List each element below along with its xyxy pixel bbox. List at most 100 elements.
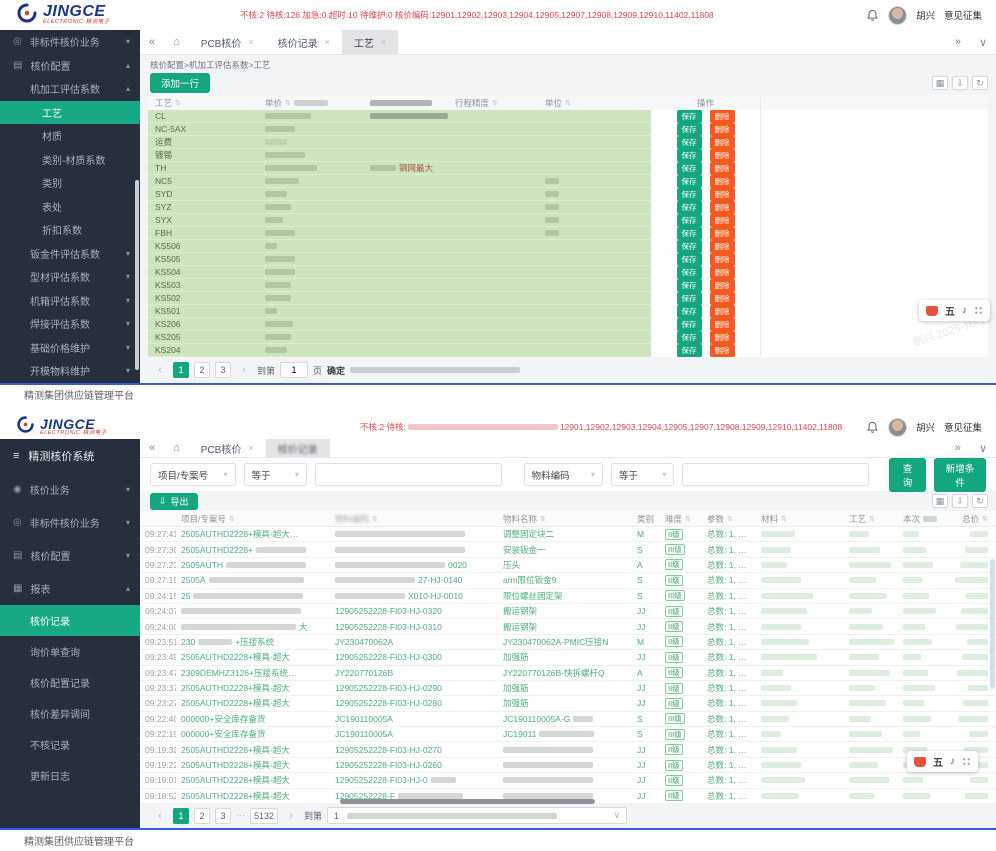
cell-link[interactable]: 2505AUTH <box>181 559 224 570</box>
refresh-icon[interactable]: ↻ <box>972 76 988 90</box>
delete-button[interactable]: 删除 <box>709 175 735 188</box>
cell-link[interactable]: 12905252228-FI03-HJ-0290 <box>335 683 442 694</box>
expand-tabs-icon[interactable]: » <box>954 35 961 48</box>
save-button[interactable]: 保存 <box>676 331 702 344</box>
cell-link[interactable]: 2505AUTHD2228+模具-超大 <box>181 652 290 663</box>
save-button[interactable]: 保存 <box>676 162 702 175</box>
delete-button[interactable]: 删除 <box>709 162 735 175</box>
table-row[interactable]: 09:23:49 2505AUTHD2228+模具-超大 12905252228-F… <box>140 650 996 666</box>
prev-page-icon[interactable]: ‹ <box>158 364 162 376</box>
table-row[interactable]: KS503 保存 删除 <box>148 279 988 292</box>
sidebar-scrollbar[interactable] <box>135 180 139 370</box>
delete-button[interactable]: 删除 <box>709 331 735 344</box>
cell-link[interactable]: JC190110005A <box>335 713 393 724</box>
cell-link[interactable]: 000000+安全库存备货 <box>181 713 266 724</box>
filter-operator-select[interactable]: 等于 ▾ <box>610 463 675 486</box>
filter-value-input[interactable] <box>314 463 502 486</box>
table-row[interactable]: 镀锡 保存 删除 <box>148 149 988 162</box>
sort-icon[interactable]: ⇅ <box>982 515 988 523</box>
table-row[interactable]: 09:23:51 230 +压接系统 JY230470062A JY230470062A… <box>140 635 996 651</box>
cell-link[interactable]: 230 <box>181 636 196 647</box>
cell-link[interactable]: 2309DEMHZ3126+压接系统… <box>181 667 297 678</box>
table-row[interactable]: NC-5AX 保存 删除 <box>148 123 988 136</box>
cell-link[interactable]: JY220770126B <box>335 667 394 678</box>
sidebar-item[interactable]: ▤ 核价配置 ▴ <box>0 54 140 78</box>
sort-icon[interactable]: ⇅ <box>685 515 691 523</box>
confirm-page-button[interactable]: 确定 <box>327 365 346 376</box>
save-button[interactable]: 保存 <box>676 227 702 240</box>
cell-link[interactable]: JC19011 <box>503 729 537 740</box>
sort-icon[interactable]: ⇅ <box>175 99 181 107</box>
user-avatar[interactable] <box>887 417 907 437</box>
notification-bell-icon[interactable] <box>866 421 879 434</box>
cell-link[interactable]: 加强筋 <box>503 652 529 663</box>
more-tools-icon[interactable] <box>962 757 971 766</box>
sidebar-item[interactable]: 型材评估系数 ▾ <box>0 265 140 289</box>
save-button[interactable]: 保存 <box>676 240 702 253</box>
table-row[interactable]: 09:24:00 大 12905252228-FI03-HJ-0310 搬运钢架 JJ I… <box>140 619 996 635</box>
delete-button[interactable]: 删除 <box>709 253 735 266</box>
delete-button[interactable]: 删除 <box>709 110 735 123</box>
tab-pricing-records[interactable]: 核价记录 <box>265 439 330 457</box>
delete-button[interactable]: 删除 <box>709 214 735 227</box>
tab-pcb-pricing[interactable]: PCB核价 × <box>200 443 254 456</box>
table-row[interactable]: TH 钢网最大 保存 删除 <box>148 162 988 175</box>
cell-link[interactable]: 2505AUTHD2228+模具-超大 <box>181 698 290 709</box>
table-row[interactable]: 09:24:07 12905252228-FI03-HJ-0320 搬运钢架 JJ II… <box>140 604 996 620</box>
sidebar-item[interactable]: 核价差异调间 <box>0 698 140 729</box>
table-row[interactable]: 09:27:41 2505AUTHD2228+模具-超大… 调整固定块二 M II级 总数… <box>140 527 996 543</box>
delete-button[interactable]: 删除 <box>709 201 735 214</box>
cell-link[interactable]: 安装钣金一 <box>503 544 546 555</box>
home-icon[interactable]: ⌂ <box>173 442 180 454</box>
cell-link[interactable]: 加强筋 <box>503 698 529 709</box>
user-name[interactable]: 胡兴 <box>915 11 935 22</box>
sidebar-item[interactable]: 不核记录 <box>0 729 140 760</box>
sidebar-item[interactable]: ◎ 非标件核价业务 ▾ <box>0 506 140 539</box>
tab-menu-icon[interactable]: ∨ <box>978 442 987 455</box>
sidebar-item[interactable]: 类别-材质系数 <box>0 148 140 172</box>
page-button[interactable]: 3 <box>215 362 231 378</box>
delete-button[interactable]: 删除 <box>709 292 735 305</box>
cell-link[interactable]: JY230470062A-PMIC压接N <box>503 636 609 647</box>
cell-link[interactable]: 2505AUTHD2228+模具-超大 <box>181 775 290 786</box>
table-row[interactable]: 09:27:30 2505AUTHD2228+ 安装钣金一 S III级 总数: 1, … <box>140 542 996 558</box>
save-button[interactable]: 保存 <box>676 201 702 214</box>
cell-link[interactable]: 搬运钢架 <box>503 606 538 617</box>
sidebar-item[interactable]: 焊接评估系数 ▾ <box>0 312 140 336</box>
table-row[interactable]: 09:19:32 2505AUTHD2228+模具-超大 12905252228-F… <box>140 742 996 758</box>
table-row[interactable]: KS505 保存 删除 <box>148 253 988 266</box>
audio-icon[interactable]: ♪ <box>950 756 955 767</box>
sort-icon[interactable]: ⇅ <box>372 515 378 523</box>
sidebar-item[interactable]: 开模物料维护 ▾ <box>0 359 140 383</box>
cell-link[interactable]: 限位螺丝固定架 <box>503 590 563 601</box>
sort-icon[interactable]: ⇅ <box>727 515 733 523</box>
cell-link[interactable]: 2505AUTHD2228+模具-超大 <box>181 683 290 694</box>
horizontal-scrollbar[interactable] <box>340 799 595 805</box>
table-row[interactable]: 09:19:22 2505AUTHD2228+模具-超大 12905252228-F… <box>140 758 996 774</box>
translate-icon[interactable]: 五 <box>933 758 943 769</box>
tab-menu-icon[interactable]: ∨ <box>978 36 987 49</box>
delete-button[interactable]: 删除 <box>709 279 735 292</box>
page-button[interactable]: 1 <box>173 362 189 378</box>
sidebar-item[interactable]: ◉ 核价业务 ▾ <box>0 473 140 506</box>
sort-icon[interactable]: ⇅ <box>285 99 291 107</box>
cell-link[interactable]: 2505AUTHD2228+ <box>181 544 254 555</box>
delete-button[interactable]: 删除 <box>709 123 735 136</box>
save-button[interactable]: 保存 <box>676 253 702 266</box>
search-button[interactable]: 查询 <box>888 457 926 492</box>
sidebar-item[interactable]: ▤ 核价配置 ▾ <box>0 539 140 572</box>
delete-button[interactable]: 删除 <box>709 227 735 240</box>
cell-link[interactable]: 0020 <box>448 559 467 570</box>
sidebar-item[interactable]: 基础价格维护 ▾ <box>0 336 140 360</box>
table-row[interactable]: 09:24:15 25 X010-HJ-0010 限位螺丝固定架 S III级 总数: 1,… <box>140 589 996 604</box>
delete-button[interactable]: 删除 <box>709 149 735 162</box>
cell-link[interactable]: 12905252228-FI03-HJ-0280 <box>335 698 442 709</box>
tab-pricing-records[interactable]: 核价记录 × <box>277 37 330 50</box>
save-button[interactable]: 保存 <box>676 305 702 318</box>
close-icon[interactable]: × <box>380 37 387 47</box>
extension-toolbar[interactable]: 五 ♪ <box>919 300 990 321</box>
tab-process[interactable]: 工艺 × <box>341 30 399 54</box>
close-icon[interactable]: × <box>324 37 330 47</box>
cell-link[interactable]: 搬运钢架 <box>503 621 538 632</box>
cell-link[interactable]: 12905252228-FI03-HJ-0270 <box>335 744 442 755</box>
